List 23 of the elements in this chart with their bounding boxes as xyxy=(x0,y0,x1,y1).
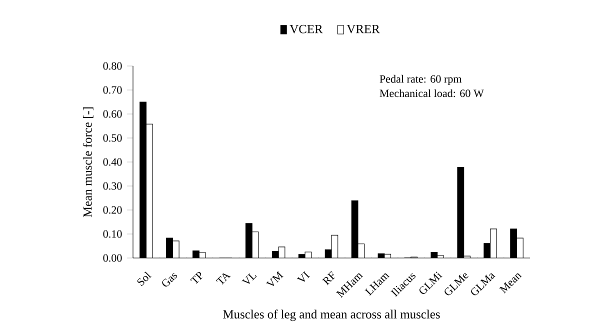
x-tick-label: RF xyxy=(322,271,335,286)
legend-label: VCER xyxy=(290,24,323,34)
y-tick-label: 0.30 xyxy=(103,182,122,190)
legend-label: VRER xyxy=(346,24,380,34)
y-tick-label: 0.10 xyxy=(103,230,122,238)
x-tick-label: TA xyxy=(216,273,231,285)
x-tick-label: VM xyxy=(266,271,284,286)
y-axis-title: Mean muscle force [-] xyxy=(82,107,94,218)
x-tick-label: VL xyxy=(242,273,257,284)
y-tick-label: 0.20 xyxy=(103,206,122,214)
annotation: Pedal rate: 60 rpm xyxy=(380,74,462,85)
y-tick-label: 0.70 xyxy=(103,86,122,94)
annotation: Mechanical load: 60 W xyxy=(380,89,484,98)
y-tick-label: 0.00 xyxy=(103,254,122,262)
y-tick-label: 0.40 xyxy=(103,158,122,166)
x-axis-title: Muscles of leg and mean across all muscles xyxy=(223,310,440,322)
x-tick-label: VI xyxy=(296,271,310,282)
y-tick-label: 0.60 xyxy=(103,110,122,118)
x-tick-label: Sol xyxy=(137,272,152,286)
x-tick-label: TP xyxy=(190,272,202,284)
y-tick-label: 0.50 xyxy=(103,134,122,142)
y-tick-label: 0.80 xyxy=(103,62,122,70)
x-tick-label: Gas xyxy=(162,272,178,287)
